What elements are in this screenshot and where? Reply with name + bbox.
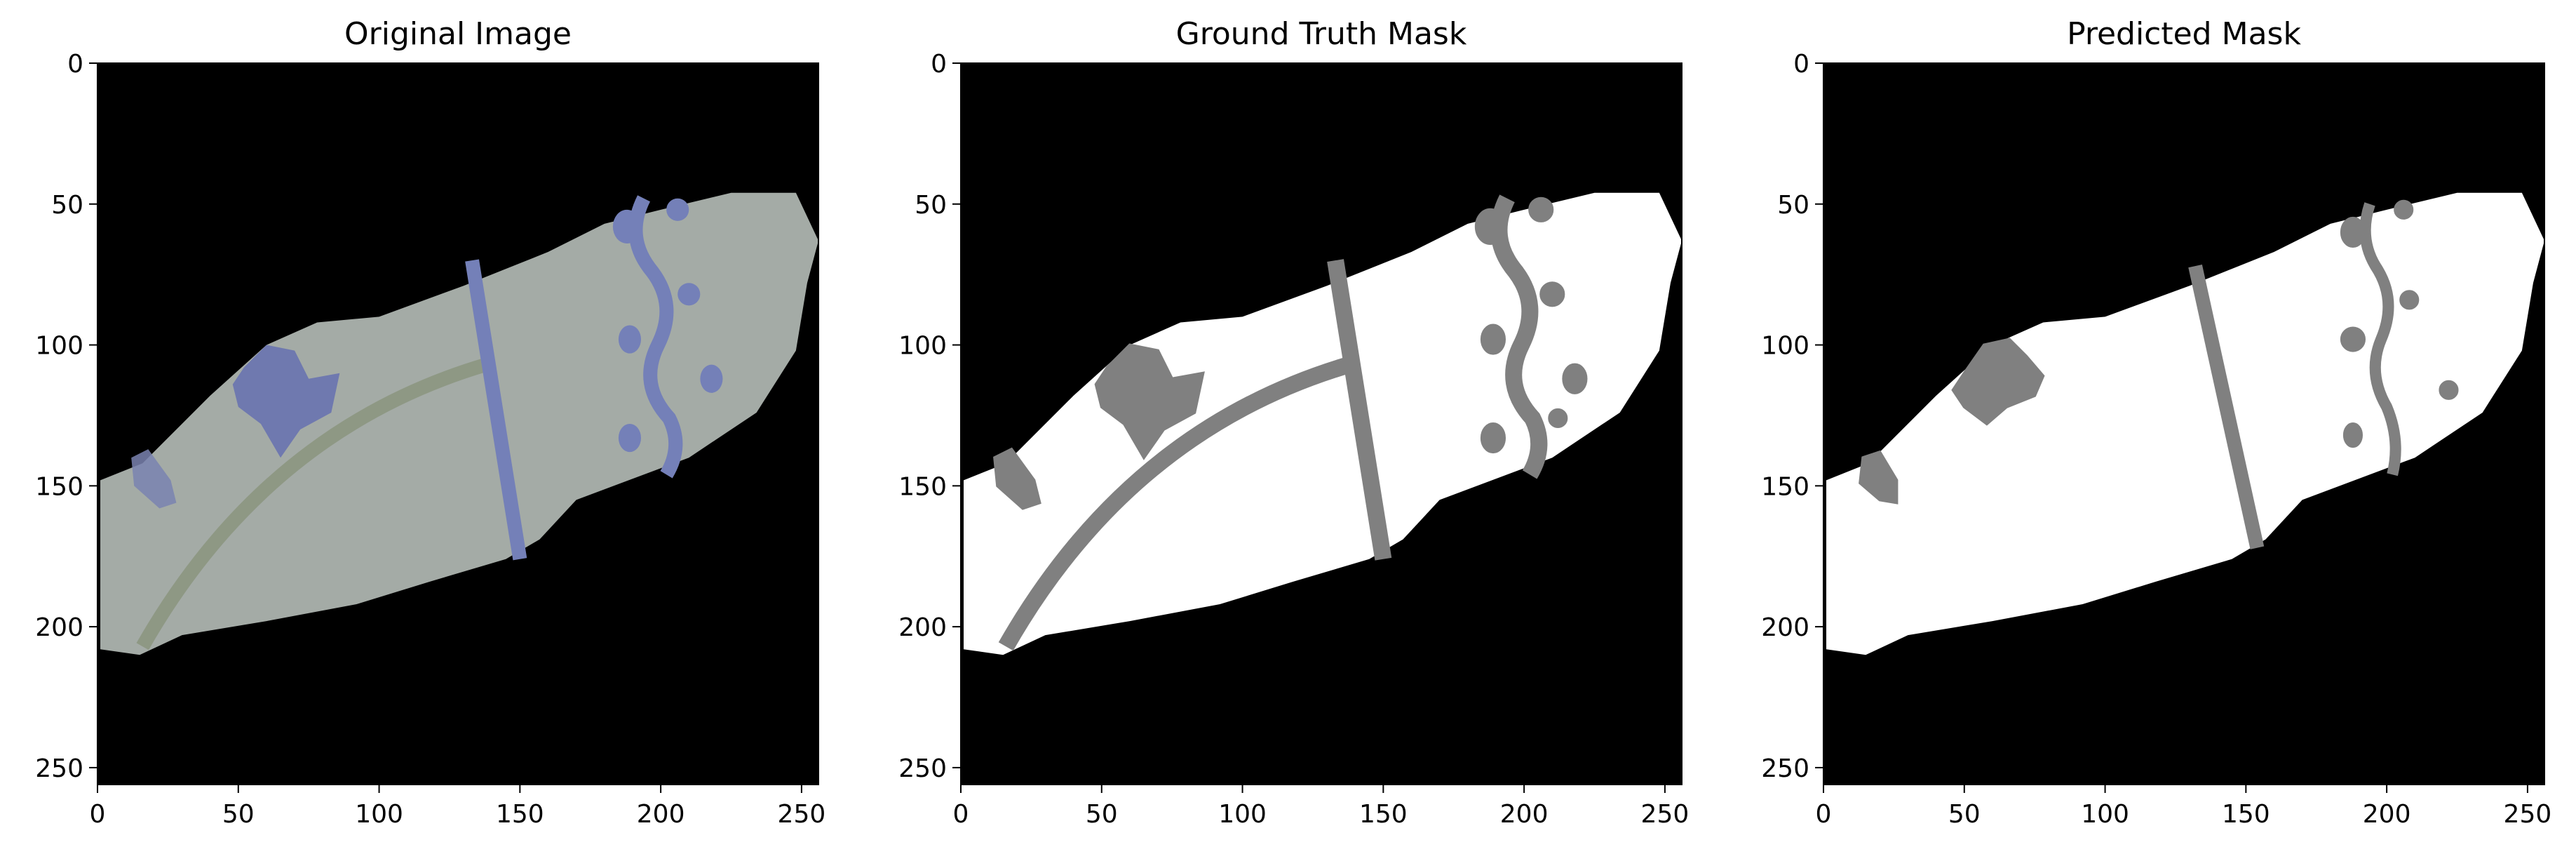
x-tick-label: 150 xyxy=(2222,800,2270,829)
x-tick-label: 200 xyxy=(1500,800,1549,829)
x-tick-label: 100 xyxy=(2081,800,2129,829)
panel-ground-truth-mask: Ground Truth Mask 0 50 100 150 200 250 0 50 100… xyxy=(898,16,1689,829)
panel-title: Predicted Mask xyxy=(2067,16,2301,52)
y-tick-label: 100 xyxy=(35,332,83,361)
x-tick-label: 250 xyxy=(1641,800,1690,829)
panel-title: Original Image xyxy=(344,16,572,52)
x-tick-label: 100 xyxy=(355,800,403,829)
x-tick-label: 0 xyxy=(953,800,969,829)
y-tick-label: 250 xyxy=(898,754,947,783)
x-axis: 0 50 100 150 200 250 xyxy=(90,785,826,829)
y-tick-label: 200 xyxy=(35,613,83,642)
y-axis: 0 50 100 150 200 250 xyxy=(1761,50,1823,783)
x-tick-label: 150 xyxy=(496,800,544,829)
x-tick-label: 250 xyxy=(2504,800,2552,829)
x-tick-label: 50 xyxy=(222,800,255,829)
y-tick-label: 150 xyxy=(35,472,83,501)
x-tick-label: 200 xyxy=(2363,800,2411,829)
x-tick-label: 0 xyxy=(1816,800,1832,829)
y-tick-label: 50 xyxy=(915,191,947,220)
x-tick-label: 50 xyxy=(1086,800,1118,829)
panel-original-image: Original Image 0 50 100 150 200 250 0 50 100 150… xyxy=(35,16,825,829)
y-tick-label: 150 xyxy=(1761,472,1809,501)
y-tick-label: 100 xyxy=(1761,332,1809,361)
y-tick-label: 0 xyxy=(931,50,947,79)
y-axis: 0 50 100 150 200 250 xyxy=(898,50,961,783)
y-tick-label: 0 xyxy=(1793,50,1809,79)
x-tick-label: 200 xyxy=(637,800,685,829)
y-tick-label: 50 xyxy=(1777,191,1809,220)
y-tick-label: 100 xyxy=(898,332,947,361)
y-axis: 0 50 100 150 200 250 xyxy=(35,50,97,783)
y-tick-label: 250 xyxy=(35,754,83,783)
y-tick-label: 200 xyxy=(898,613,947,642)
y-tick-label: 200 xyxy=(1761,613,1809,642)
y-tick-label: 150 xyxy=(898,472,947,501)
x-tick-label: 50 xyxy=(1948,800,1981,829)
x-tick-label: 250 xyxy=(778,800,826,829)
y-tick-label: 0 xyxy=(67,50,83,79)
panel-predicted-mask: Predicted Mask 0 50 100 150 200 250 0 50 100 150… xyxy=(1761,16,2551,829)
ceramic-shard xyxy=(100,192,818,655)
x-tick-label: 0 xyxy=(90,800,106,829)
y-tick-label: 250 xyxy=(1761,754,1809,783)
x-tick-label: 150 xyxy=(1359,800,1408,829)
x-tick-label: 100 xyxy=(1218,800,1267,829)
y-tick-label: 50 xyxy=(51,191,83,220)
x-axis: 0 50 100 150 200 250 xyxy=(1816,785,2552,829)
panel-title: Ground Truth Mask xyxy=(1176,16,1467,52)
x-axis: 0 50 100 150 200 250 xyxy=(953,785,1690,829)
